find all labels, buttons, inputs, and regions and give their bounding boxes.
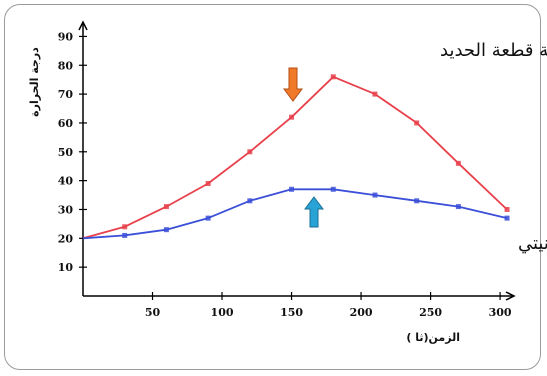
y-tick-label: 10	[58, 261, 74, 274]
axes: 10 20 30 40 50 60 70 80 90 50 100 150 200 250 300	[58, 20, 516, 319]
y-tick-label: 90	[58, 30, 74, 43]
series-group	[82, 74, 510, 240]
y-tick-label: 40	[58, 175, 74, 188]
series-2-point	[455, 204, 461, 210]
series-1-point	[247, 149, 253, 155]
series-2-point	[205, 215, 211, 221]
series-1-point	[205, 181, 211, 187]
series-1-point	[289, 114, 295, 120]
series-1-point	[372, 91, 378, 97]
series-2-point	[330, 186, 336, 192]
series-1-point	[504, 206, 510, 212]
y-tick-label: 20	[58, 232, 74, 245]
x-axis-label: الزمن(ثا )	[406, 331, 460, 344]
y-tick-label: 70	[58, 88, 74, 101]
x-axis-arrowhead	[505, 291, 516, 301]
series-2-point	[289, 186, 295, 192]
series-1-point	[414, 120, 420, 126]
x-tick-label: 100	[211, 306, 234, 319]
series-2-point	[122, 232, 128, 238]
x-tick-label: 50	[145, 306, 161, 319]
series-2-point	[163, 227, 169, 233]
y-tick-label: 50	[58, 146, 74, 159]
chart-frame	[4, 4, 541, 370]
series-line-1	[82, 75, 508, 240]
series-1-point	[163, 204, 169, 210]
series-1-point	[122, 224, 128, 230]
x-tick-label: 200	[350, 306, 373, 319]
y-axis-label: درجة الحرارة	[28, 47, 41, 117]
y-tick-label: 60	[58, 117, 74, 130]
series-1-point	[455, 160, 461, 166]
series-2-point	[414, 198, 420, 204]
y-tick-label: 80	[58, 59, 74, 72]
series-label-granite: المنحنى(2):ناقلية الصخر الغرانيتي	[518, 233, 547, 254]
series-label-iron: المنحنى(1):ناقلية قطعة الحديد	[440, 40, 547, 61]
x-tick-label: 250	[419, 306, 442, 319]
series-2-point	[247, 198, 253, 204]
y-axis-arrowhead	[78, 20, 88, 31]
series-2-point	[504, 215, 510, 221]
x-tick-label: 300	[489, 306, 512, 319]
series-2-point	[372, 192, 378, 198]
series-line-2	[82, 188, 508, 240]
y-tick-label: 30	[58, 203, 74, 216]
series-1-point	[330, 74, 336, 80]
down-arrow-icon	[283, 67, 303, 102]
labels-group	[283, 67, 324, 228]
x-tick-label: 150	[280, 306, 303, 319]
up-arrow-icon	[304, 196, 324, 228]
